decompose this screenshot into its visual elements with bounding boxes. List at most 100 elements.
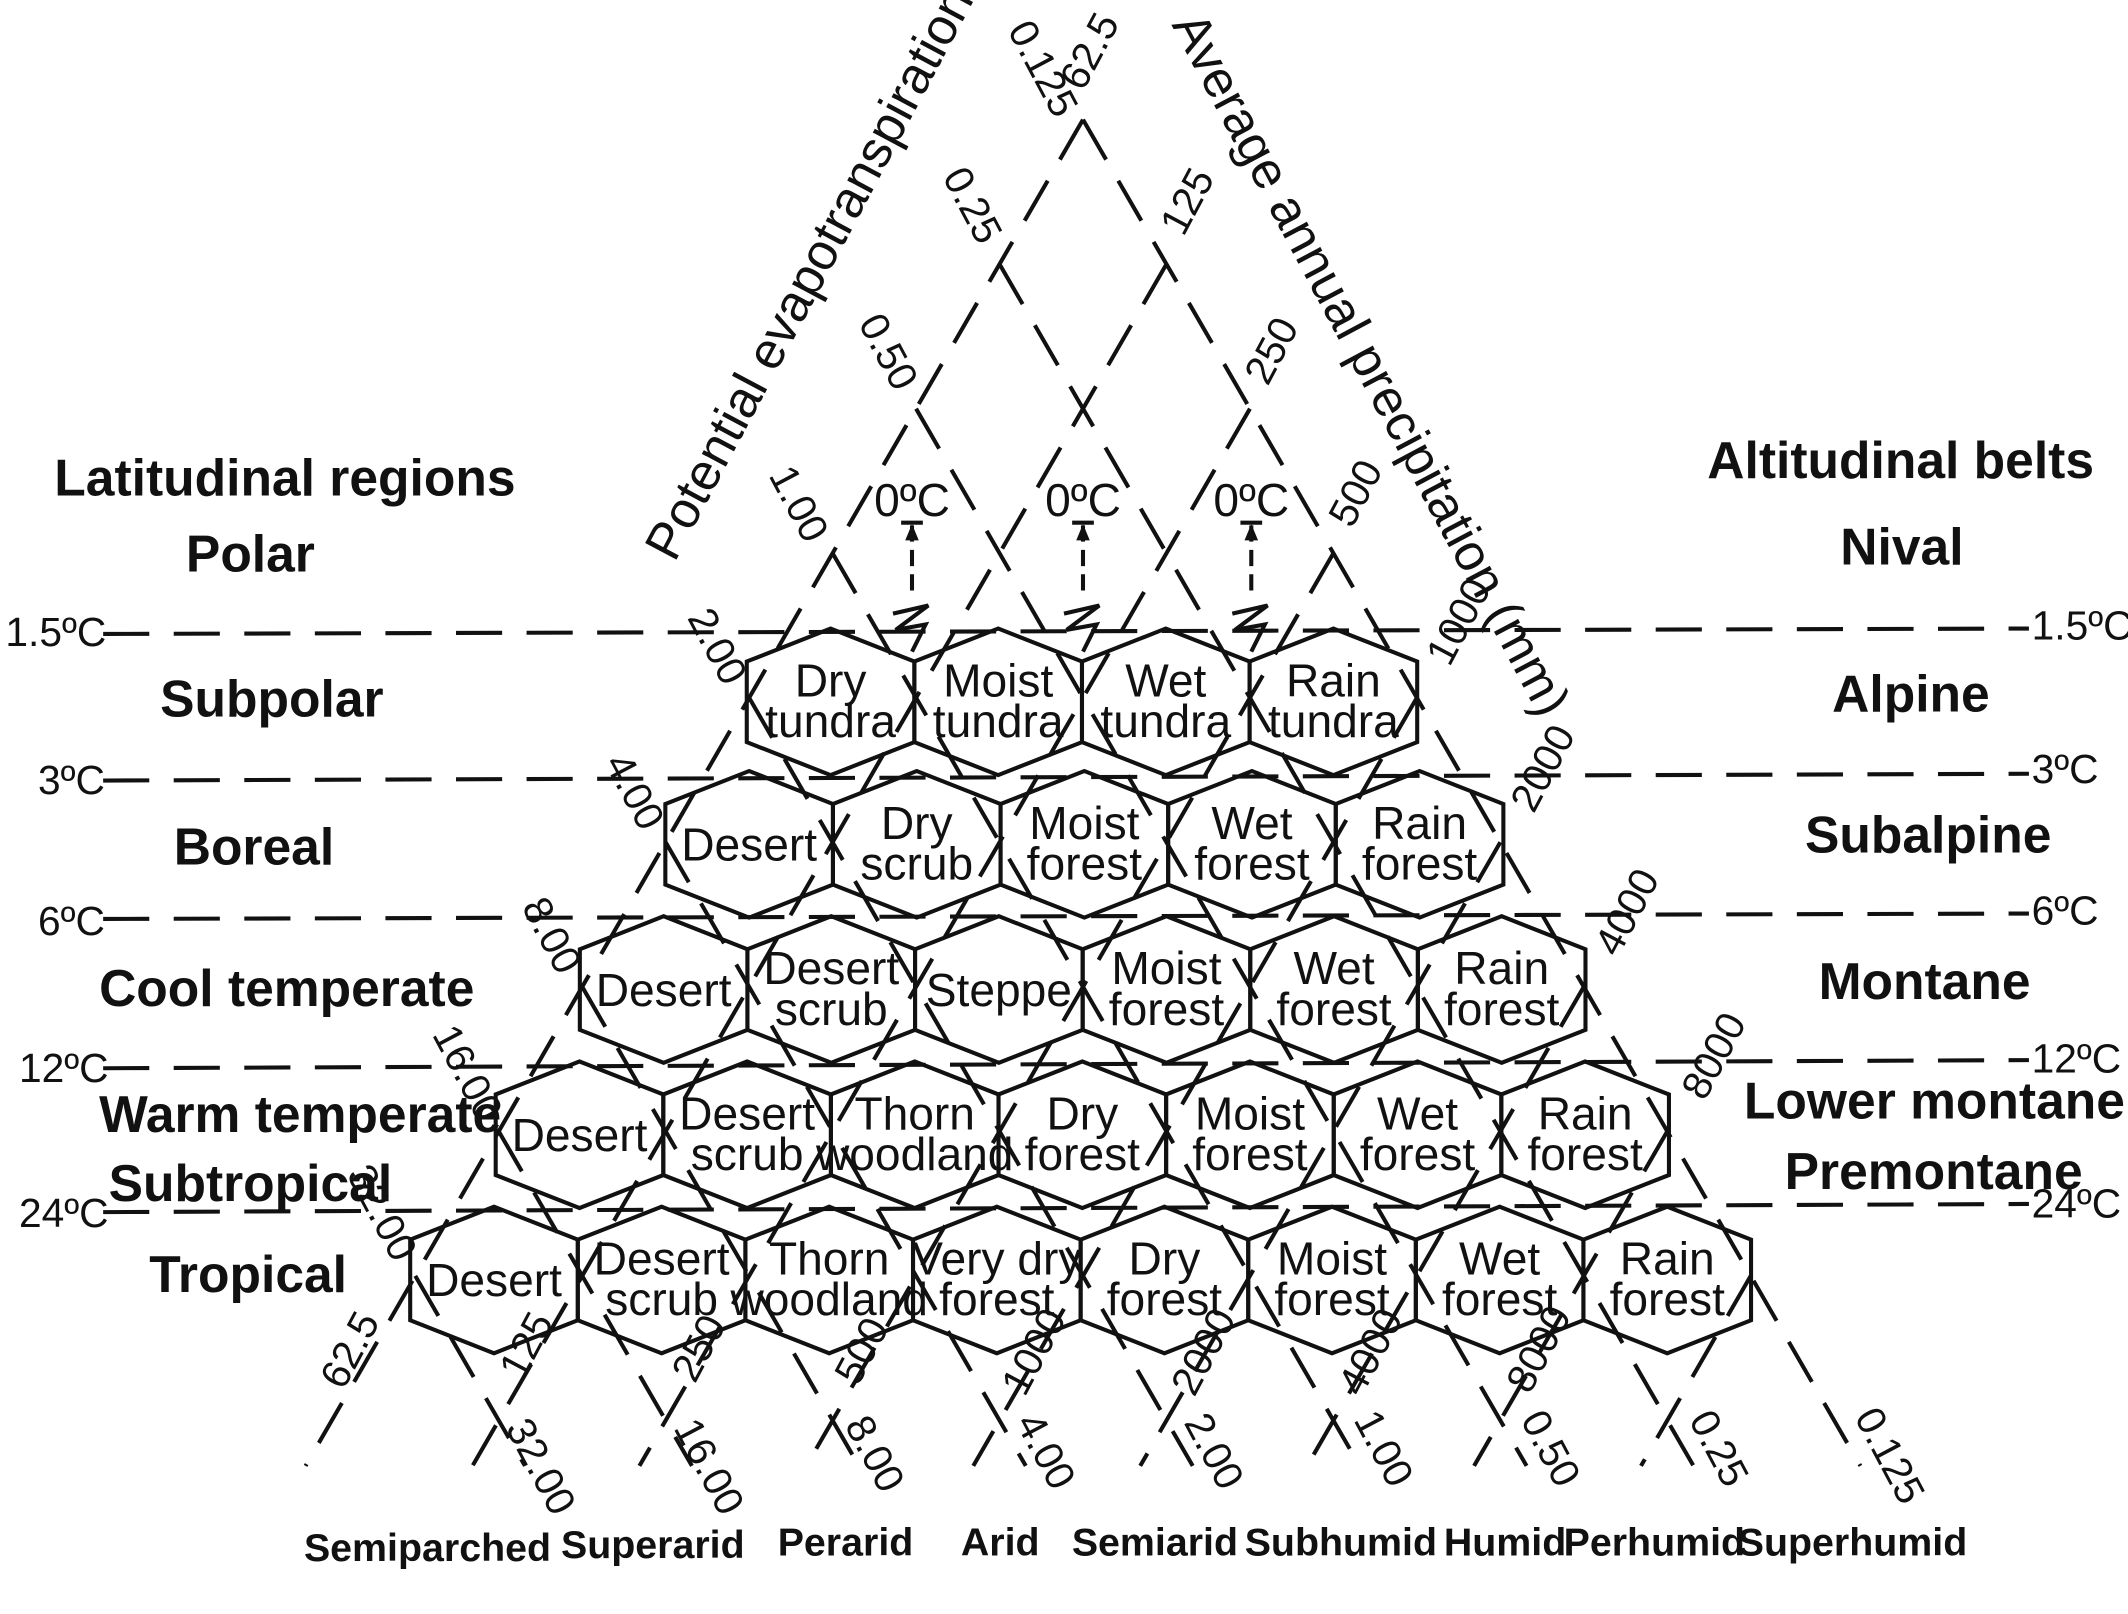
life-zone-label: Rain forest: [1444, 942, 1560, 1035]
temp-left-12: 12ºC: [19, 1045, 109, 1091]
life-zone-label: Moist tundra: [933, 654, 1064, 747]
bottom-pet-2-00: 2.00: [1175, 1405, 1253, 1497]
pet-tick-4-00: 4.00: [596, 746, 674, 838]
life-zone-label: Wet tundra: [1100, 654, 1231, 747]
precip-tick-4000: 4000: [1585, 861, 1668, 963]
life-zone-label: Moist forest: [1109, 942, 1225, 1035]
temp-right-24: 24ºC: [2032, 1181, 2122, 1227]
precip-tick-125: 125: [1151, 160, 1224, 242]
temperature-line: [103, 1058, 2029, 1071]
province-semiparched: Semiparched: [304, 1526, 551, 1570]
pet-ratio-axis-label: Potential evapotranspiration ratio: [633, 0, 1038, 569]
life-zone-label: Dry forest: [1025, 1087, 1141, 1180]
svg-text:0ºC: 0ºC: [874, 474, 950, 526]
temp-right-1-5: 1.5ºC: [2032, 602, 2128, 648]
life-zone-label: Desert scrub: [763, 942, 899, 1035]
precipitation-line: [1305, 985, 1586, 1467]
precipitation-line: [804, 552, 1336, 1467]
life-zone-label: Steppe: [926, 964, 1072, 1016]
life-zone-label: Very dry forest: [912, 1233, 1081, 1326]
life-zone-label: Desert: [681, 819, 817, 871]
region-subpolar: Subpolar: [160, 670, 383, 728]
region-subtropical: Subtropical: [109, 1154, 393, 1212]
temp-right-12: 12ºC: [2032, 1035, 2122, 1081]
precipitation-line: [1472, 1130, 1670, 1467]
temp-left-24: 24ºC: [19, 1190, 109, 1236]
life-zone-label: Wet forest: [1442, 1233, 1558, 1326]
province-humid: Humid: [1444, 1520, 1566, 1564]
bottom-pet-0-25: 0.25: [1680, 1402, 1758, 1494]
pet-ratio-line: [496, 1130, 694, 1467]
bottom-pet-1-00: 1.00: [1345, 1402, 1423, 1494]
bottom-pet-0-125: 0.125: [1846, 1400, 1934, 1512]
belt-nival: Nival: [1840, 518, 1963, 576]
bottom-precip-125: 125: [490, 1304, 563, 1386]
pet-ratio-line: [997, 263, 1696, 1467]
province-perhumid: Perhumid: [1564, 1520, 1745, 1564]
life-zone-label: Dry forest: [1107, 1233, 1223, 1326]
life-zone-label: Dry scrub: [860, 797, 973, 890]
bottom-pet-4-00: 4.00: [1007, 1405, 1085, 1497]
bottom-pet-0-50: 0.50: [1512, 1402, 1590, 1494]
life-zone-label: Desert: [426, 1254, 562, 1306]
svg-text:0ºC: 0ºC: [1213, 474, 1289, 526]
belt-alpine: Alpine: [1832, 664, 1990, 722]
region-cool-temperate: Cool temperate: [99, 959, 474, 1017]
temp-left-6: 6ºC: [38, 898, 105, 944]
province-superhumid: Superhumid: [1738, 1520, 1968, 1564]
bottom-pet-8-00: 8.00: [836, 1408, 914, 1500]
pet-ratio-line: [663, 841, 1028, 1467]
region-polar: Polar: [186, 525, 315, 583]
frost-line-markers: 0ºC 0ºC 0ºC: [874, 474, 1289, 653]
life-zone-label: Thorn woodland: [815, 1087, 1013, 1180]
pet-ratio-line: [830, 552, 1362, 1467]
life-zone-label: Thorn woodland: [729, 1233, 927, 1326]
temp-left-3: 3ºC: [38, 757, 105, 803]
temp-right-6: 6ºC: [2032, 887, 2099, 933]
life-zone-label: Moist forest: [1027, 797, 1143, 890]
life-zone-label: Wet forest: [1276, 942, 1392, 1035]
bottom-pet-32-00: 32.00: [497, 1411, 585, 1523]
life-zone-label: Moist forest: [1192, 1087, 1308, 1180]
province-arid: Arid: [961, 1520, 1040, 1564]
belt-subalpine: Subalpine: [1805, 805, 2051, 863]
temperature-line: [103, 911, 2029, 921]
frost-line-marker: 0ºC: [1045, 474, 1121, 653]
province-subhumid: Subhumid: [1245, 1520, 1437, 1564]
grid-lines: [103, 118, 2029, 1467]
precip-tick-2000: 2000: [1501, 717, 1584, 819]
region-tropical: Tropical: [149, 1245, 347, 1303]
province-perarid: Perarid: [778, 1520, 914, 1564]
region-warm-temperate: Warm temperate: [99, 1085, 501, 1143]
bottom-pet-16-00: 16.00: [665, 1411, 753, 1523]
bottom-precip-62-5: 62.5: [311, 1304, 389, 1396]
life-zone-label: Desert scrub: [679, 1087, 815, 1180]
frost-line-marker: 0ºC: [874, 474, 950, 653]
life-zone-label: Desert scrub: [594, 1233, 730, 1326]
pet-tick-0-50: 0.50: [850, 306, 928, 398]
svg-text:0ºC: 0ºC: [1045, 474, 1121, 526]
hexagon-cell: [1333, 768, 1506, 920]
life-zone-label: Desert: [512, 1109, 648, 1161]
hexagon-cell: [1415, 914, 1588, 1066]
hexagon-cell: [1247, 626, 1420, 778]
temperature-line: [103, 1201, 2029, 1215]
hexagon-cell: [1581, 1204, 1754, 1356]
hexagon-cell: [1499, 1059, 1671, 1211]
precip-tick-500: 500: [1319, 452, 1392, 534]
life-zone-label: Dry tundra: [765, 654, 896, 747]
temperature-line: [103, 626, 2029, 636]
life-zone-label: Desert: [596, 964, 732, 1016]
life-zone-label: Rain forest: [1527, 1087, 1643, 1180]
province-semiarid: Semiarid: [1072, 1520, 1238, 1564]
life-zone-labels: Dry tundra Moist tundra Wet tundra Rain tundra D…: [426, 654, 1725, 1325]
pet-tick-1-00: 1.00: [760, 458, 838, 550]
life-zone-label: Rain forest: [1610, 1233, 1726, 1326]
life-zone-label: Wet forest: [1360, 1087, 1476, 1180]
precipitation-line: [1138, 841, 1503, 1467]
latitudinal-title: Latitudinal regions: [54, 449, 515, 507]
hexagon-cells: [408, 626, 1754, 1356]
region-boreal: Boreal: [174, 818, 334, 876]
life-zone-label: Wet forest: [1194, 797, 1310, 890]
temp-left-1-5: 1.5ºC: [5, 609, 106, 655]
